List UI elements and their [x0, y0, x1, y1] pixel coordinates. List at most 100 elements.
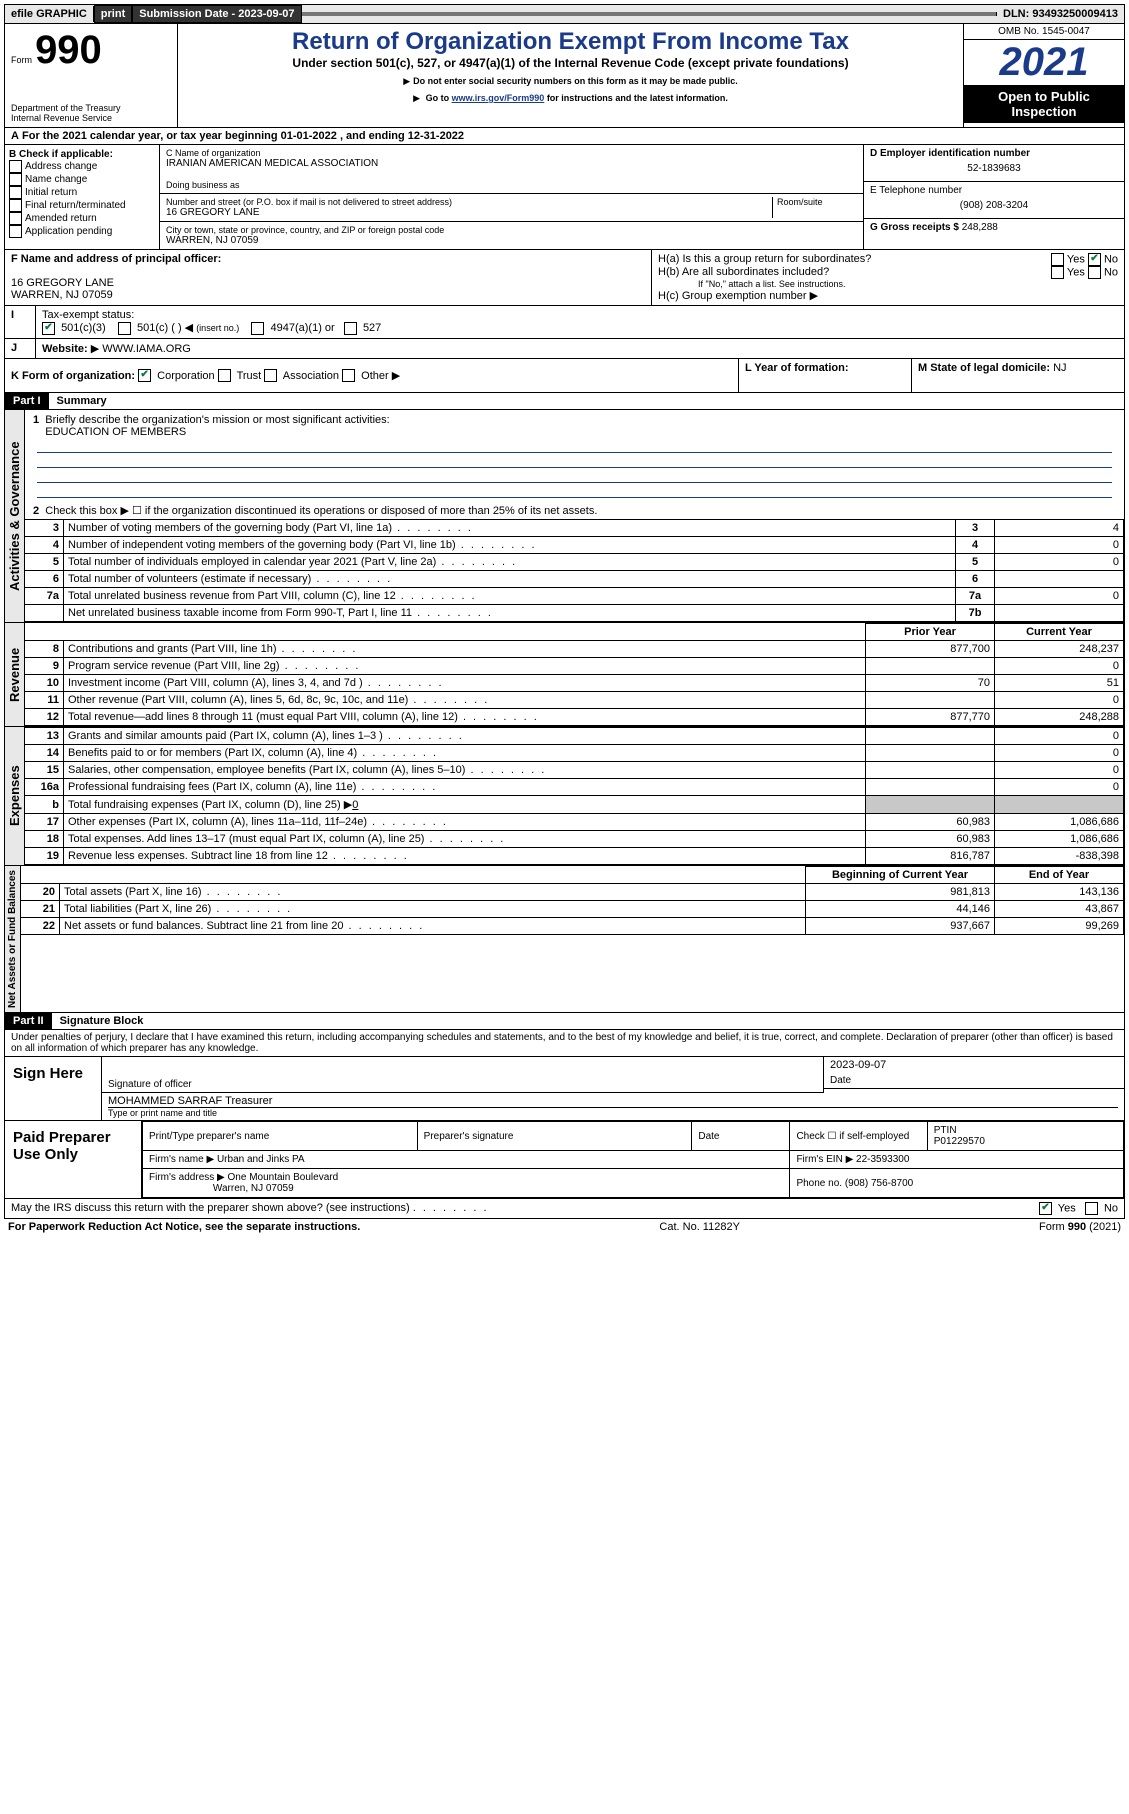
table-activities: 3Number of voting members of the governi…: [25, 519, 1124, 622]
website-label: Website:: [42, 343, 88, 355]
opt-address-change: Address change: [25, 161, 97, 172]
section-revenue: Revenue Prior Year Current Year 8Contrib…: [4, 623, 1125, 727]
opt-assoc: Association: [283, 370, 339, 382]
form-number: 990: [35, 28, 102, 72]
box-b-label: B Check if applicable:: [9, 149, 155, 160]
submission-date-button[interactable]: Submission Date - 2023-09-07: [132, 5, 301, 23]
dln-label: DLN: 93493250009413: [997, 6, 1124, 22]
opt-corp: Corporation: [157, 370, 214, 382]
phone-value: (908) 208-3204: [870, 196, 1118, 215]
sig-date-label: Date: [824, 1073, 1124, 1089]
name-type-label: Type or print name and title: [108, 1107, 1118, 1118]
org-name: IRANIAN AMERICAN MEDICAL ASSOCIATION: [166, 158, 857, 169]
footer-left: For Paperwork Reduction Act Notice, see …: [8, 1221, 360, 1233]
section-expenses: Expenses 13Grants and similar amounts pa…: [4, 727, 1125, 866]
row-a-tax-year: A For the 2021 calendar year, or tax yea…: [4, 128, 1125, 145]
cb-address-change[interactable]: [9, 160, 22, 173]
cb-ha-no[interactable]: [1088, 253, 1101, 266]
ptin-label: PTIN: [934, 1125, 957, 1136]
hb-no: No: [1104, 266, 1118, 278]
phone-label: E Telephone number: [870, 185, 1118, 196]
sign-here-block: Sign Here Signature of officer 2023-09-0…: [4, 1057, 1125, 1121]
cb-501c3[interactable]: [42, 322, 55, 335]
omb-number: OMB No. 1545-0047: [964, 24, 1124, 40]
cb-app-pending[interactable]: [9, 225, 22, 238]
print-button[interactable]: print: [94, 5, 132, 23]
col-current-year: Current Year: [995, 624, 1124, 641]
org-name-label: C Name of organization: [166, 148, 857, 158]
firm-phone-label: Phone no.: [796, 1178, 842, 1189]
opt-name-change: Name change: [25, 174, 87, 185]
table-row: 6Total number of volunteers (estimate if…: [25, 571, 1124, 588]
part2-title: Signature Block: [52, 1013, 1124, 1029]
line1-label: Briefly describe the organization's miss…: [45, 414, 389, 426]
cb-trust[interactable]: [218, 369, 231, 382]
opt-4947: 4947(a)(1) or: [271, 322, 335, 334]
cb-irs-yes[interactable]: [1039, 1202, 1052, 1215]
dept-label: Department of the Treasury: [11, 103, 171, 113]
table-row: 19Revenue less expenses. Subtract line 1…: [25, 848, 1124, 865]
table-row: 4Number of independent voting members of…: [25, 537, 1124, 554]
cb-4947[interactable]: [251, 322, 264, 335]
cb-irs-no[interactable]: [1085, 1202, 1098, 1215]
preparer-table: Print/Type preparer's name Preparer's si…: [142, 1121, 1124, 1198]
opt-initial-return: Initial return: [25, 187, 77, 198]
row-klm: K Form of organization: Corporation Trus…: [4, 359, 1125, 394]
officer-addr2: WARREN, NJ 07059: [11, 289, 645, 301]
efile-label: efile GRAPHIC: [5, 6, 94, 22]
table-row: 7aTotal unrelated business revenue from …: [25, 588, 1124, 605]
domicile-label: M State of legal domicile:: [918, 362, 1050, 374]
table-row: 20Total assets (Part X, line 16)981,8131…: [21, 884, 1124, 901]
table-row: 8Contributions and grants (Part VIII, li…: [25, 641, 1124, 658]
sig-officer-label: Signature of officer: [102, 1077, 823, 1093]
cb-final-return[interactable]: [9, 199, 22, 212]
table-row: 16aProfessional fundraising fees (Part I…: [25, 779, 1124, 796]
opt-501c3: 501(c)(3): [61, 322, 106, 334]
cb-501c[interactable]: [118, 322, 131, 335]
form-header: Form 990 Department of the Treasury Inte…: [4, 24, 1125, 128]
col-prior-year: Prior Year: [866, 624, 995, 641]
cb-hb-yes[interactable]: [1051, 266, 1064, 279]
note-ssn: Do not enter social security numbers on …: [413, 76, 738, 86]
opt-trust: Trust: [237, 370, 262, 382]
box-c: C Name of organization IRANIAN AMERICAN …: [160, 145, 864, 249]
section-activities-governance: Activities & Governance 1 Briefly descri…: [4, 410, 1125, 623]
cb-name-change[interactable]: [9, 173, 22, 186]
firm-addr-label: Firm's address ▶: [149, 1172, 225, 1183]
form-subtitle: Under section 501(c), 527, or 4947(a)(1)…: [184, 56, 957, 70]
table-row: 9Program service revenue (Part VIII, lin…: [25, 658, 1124, 675]
cb-initial-return[interactable]: [9, 186, 22, 199]
table-row: 11Other revenue (Part VIII, column (A), …: [25, 692, 1124, 709]
may-irs-row: May the IRS discuss this return with the…: [4, 1199, 1125, 1219]
row-16b: b Total fundraising expenses (Part IX, c…: [25, 796, 1124, 814]
sign-here-label: Sign Here: [5, 1057, 101, 1120]
opt-other: Other: [361, 370, 389, 382]
cb-527[interactable]: [344, 322, 357, 335]
paid-preparer-label: Paid Preparer Use Only: [5, 1121, 141, 1198]
cb-ha-yes[interactable]: [1051, 253, 1064, 266]
cb-assoc[interactable]: [264, 369, 277, 382]
cb-corp[interactable]: [138, 369, 151, 382]
table-row: Net unrelated business taxable income fr…: [25, 605, 1124, 622]
firm-addr2: Warren, NJ 07059: [213, 1183, 294, 1194]
table-row: 5Total number of individuals employed in…: [25, 554, 1124, 571]
part2-header: Part II: [5, 1013, 52, 1029]
row16b-val: 0: [352, 799, 358, 811]
row-j-website: J Website: ▶ WWW.IAMA.ORG: [4, 339, 1125, 359]
col-begin-year: Beginning of Current Year: [806, 867, 995, 884]
form-org-label: K Form of organization:: [11, 370, 135, 382]
firm-ein: 22-3593300: [856, 1154, 909, 1165]
tax-status-label: Tax-exempt status:: [42, 309, 134, 321]
prep-date-label: Date: [692, 1122, 790, 1151]
officer-addr1: 16 GREGORY LANE: [11, 277, 645, 289]
irs-link[interactable]: www.irs.gov/Form990: [452, 93, 545, 103]
table-row: 13Grants and similar amounts paid (Part …: [25, 728, 1124, 745]
row-i-tax-status: I Tax-exempt status: 501(c)(3) 501(c) ( …: [4, 306, 1125, 339]
table-row: 18Total expenses. Add lines 13–17 (must …: [25, 831, 1124, 848]
cb-other[interactable]: [342, 369, 355, 382]
cb-hb-no[interactable]: [1088, 266, 1101, 279]
org-info-grid: B Check if applicable: Address change Na…: [4, 145, 1125, 250]
table-revenue: Prior Year Current Year 8Contributions a…: [25, 623, 1124, 726]
firm-ein-label: Firm's EIN ▶: [796, 1154, 853, 1165]
cb-amended[interactable]: [9, 212, 22, 225]
